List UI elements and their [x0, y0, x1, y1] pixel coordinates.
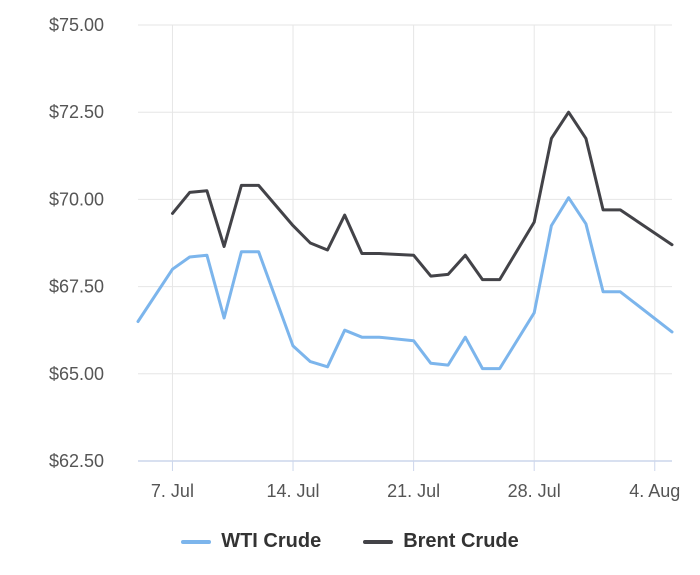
y-tick-label: $65.00: [49, 364, 104, 384]
x-tick-label: 4. Aug: [629, 481, 680, 501]
series-line-wti-crude: [136, 196, 674, 371]
x-tick-label: 28. Jul: [508, 481, 561, 501]
x-tick-label: 7. Jul: [151, 481, 194, 501]
legend-label-wti: WTI Crude: [221, 530, 322, 552]
legend-swatch-wti: [181, 539, 212, 544]
x-tick-label: 21. Jul: [387, 481, 440, 501]
series-lines: [136, 110, 674, 371]
legend-item-wti[interactable]: WTI Crude: [181, 530, 321, 553]
axes: $75.00 $72.50 $70.00 $67.50 $65.00 $62.50 7. J…: [49, 15, 680, 501]
legend-label-brent: Brent Crude: [403, 530, 519, 552]
gridlines: [138, 24, 672, 461]
y-tick-label: $67.50: [49, 277, 104, 297]
y-tick-label: $62.50: [49, 451, 104, 471]
series-line-brent-crude: [171, 110, 674, 282]
y-tick-label: $72.50: [49, 102, 104, 122]
y-tick-label: $75.00: [49, 15, 104, 35]
legend: WTI Crude Brent Crude: [0, 530, 700, 553]
legend-item-brent[interactable]: Brent Crude: [363, 530, 519, 553]
x-tick-label: 14. Jul: [267, 481, 320, 501]
legend-swatch-brent: [363, 539, 394, 544]
line-chart: $75.00 $72.50 $70.00 $67.50 $65.00 $62.50 7. J…: [49, 15, 680, 501]
y-tick-label: $70.00: [49, 189, 104, 209]
